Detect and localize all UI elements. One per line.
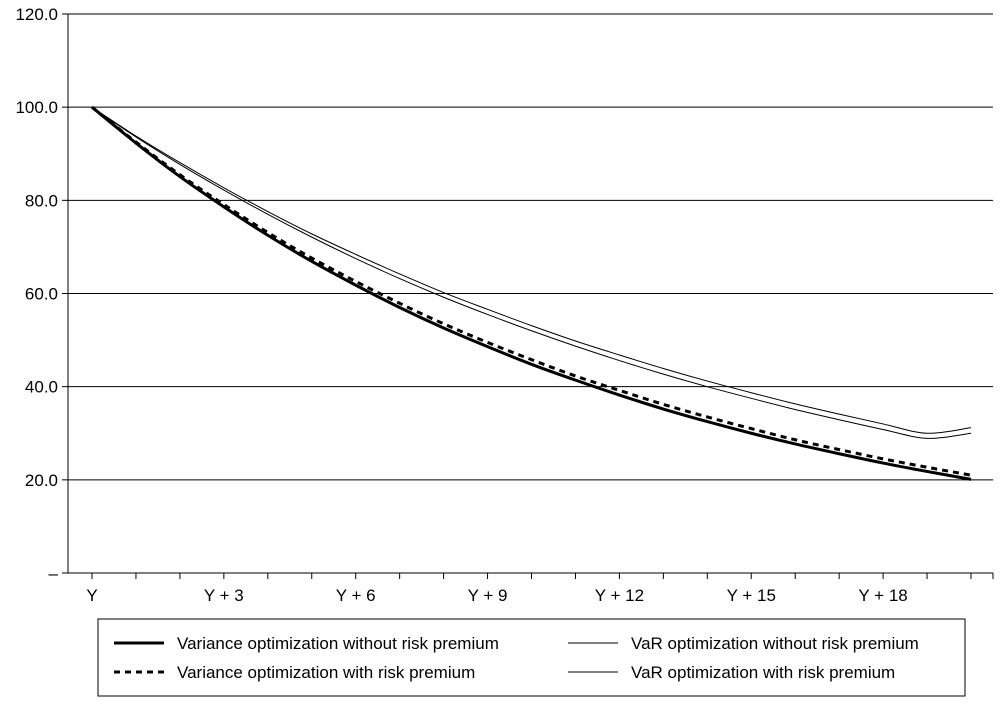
x-tick-label: Y + 12 <box>595 586 644 605</box>
legend-label-3: VaR optimization without risk premium <box>631 634 919 653</box>
x-tick-label: Y + 18 <box>858 586 907 605</box>
x-tick-label: Y + 15 <box>727 586 776 605</box>
y-tick-label: – <box>49 564 59 583</box>
series-line-4 <box>91 106 972 434</box>
legend-label-2: Variance optimization with risk premium <box>177 663 475 682</box>
legend-label-1: Variance optimization without risk premi… <box>177 634 499 653</box>
y-tick-label: 40.0 <box>25 378 58 397</box>
x-tick-label: Y + 9 <box>468 586 508 605</box>
legend-box <box>97 618 966 697</box>
y-tick-label: 120.0 <box>15 5 58 24</box>
series-lines <box>91 105 972 481</box>
legend-label-4: VaR optimization with risk premium <box>631 663 895 682</box>
x-tick-label: Y + 3 <box>204 586 244 605</box>
y-tick-label: 100.0 <box>15 98 58 117</box>
x-tick-label: Y + 6 <box>336 586 376 605</box>
gridlines <box>68 13 993 481</box>
y-tick-label: 20.0 <box>25 471 58 490</box>
legend: Variance optimization without risk premi… <box>97 618 966 697</box>
y-tick-label: 60.0 <box>25 285 58 304</box>
series-line-1 <box>91 106 972 481</box>
series-line-2 <box>91 105 972 477</box>
y-tick-label: 80.0 <box>25 191 58 210</box>
x-tick-label: Y <box>86 586 97 605</box>
axes: – 20.0 40.0 60.0 80.0 100.0 120.0 Y Y + 3 Y + 6 Y … <box>15 5 994 605</box>
series-line-3 <box>91 106 972 439</box>
